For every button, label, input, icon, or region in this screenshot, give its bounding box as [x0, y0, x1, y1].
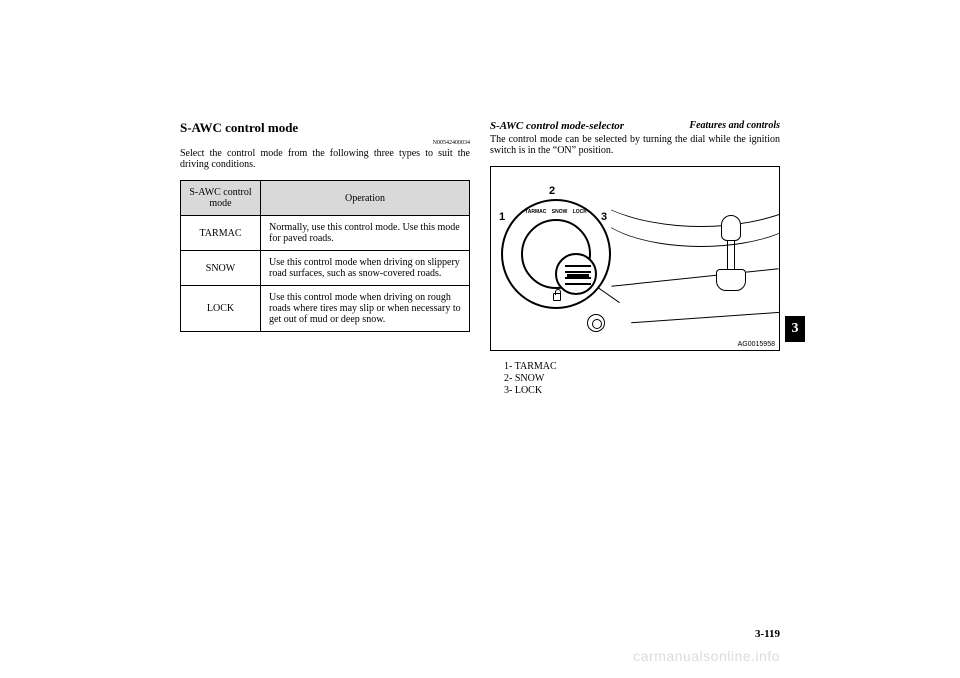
mode-cell: TARMAC [181, 216, 261, 251]
dial-label-snow: SNOW [550, 209, 570, 215]
watermark-text: carmanualsonline.info [633, 648, 780, 664]
gear-shifter-icon [721, 215, 741, 289]
selector-figure: 1 2 3 TARMAC SNOW LOCK AG [490, 166, 780, 351]
mode-cell: LOCK [181, 286, 261, 332]
callout-2: 2 [549, 185, 555, 197]
legend-item: 1- TARMAC [504, 361, 780, 372]
table-row: TARMAC Normally, use this control mode. … [181, 216, 470, 251]
legend-item: 2- SNOW [504, 373, 780, 384]
table-header-operation: Operation [261, 181, 470, 216]
operation-cell: Normally, use this control mode. Use thi… [261, 216, 470, 251]
dial-enlarged-icon: TARMAC SNOW LOCK [501, 199, 611, 309]
lock-icon [553, 293, 561, 301]
callout-3: 3 [601, 211, 607, 223]
operation-cell: Use this control mode when driving on sl… [261, 251, 470, 286]
dial-label-lock: LOCK [571, 209, 589, 215]
small-dial-icon [587, 314, 605, 332]
figure-legend: 1- TARMAC 2- SNOW 3- LOCK [490, 361, 780, 396]
right-heading: S-AWC control mode-selector [490, 120, 780, 132]
left-column: S-AWC control mode N00542400034 Select t… [180, 120, 470, 397]
mode-cell: SNOW [181, 251, 261, 286]
dial-inner-ring [521, 219, 591, 289]
right-intro-text: The control mode can be selected by turn… [490, 134, 780, 156]
page-number: 3-119 [755, 628, 780, 640]
right-column: S-AWC control mode-selector The control … [490, 120, 780, 397]
legend-item: 3- LOCK [504, 385, 780, 396]
chapter-thumb-tab: 3 [785, 316, 805, 342]
table-row: LOCK Use this control mode when driving … [181, 286, 470, 332]
dial-label-tarmac: TARMAC [523, 209, 548, 215]
table-header-row: S-AWC control mode Operation [181, 181, 470, 216]
left-heading: S-AWC control mode [180, 120, 470, 136]
console-illustration [611, 167, 779, 339]
manual-page: Features and controls S-AWC control mode… [0, 0, 960, 678]
callout-1: 1 [499, 211, 505, 223]
mode-table: S-AWC control mode Operation TARMAC Norm… [180, 180, 470, 332]
figure-id: AG0015958 [738, 341, 775, 348]
operation-cell: Use this control mode when driving on ro… [261, 286, 470, 332]
left-intro-text: Select the control mode from the followi… [180, 148, 470, 170]
document-id: N00542400034 [180, 140, 470, 146]
dial-grip-icon [555, 253, 597, 295]
table-row: SNOW Use this control mode when driving … [181, 251, 470, 286]
table-header-mode: S-AWC control mode [181, 181, 261, 216]
dial-mode-labels: TARMAC SNOW LOCK [503, 209, 609, 215]
two-column-content: S-AWC control mode N00542400034 Select t… [180, 120, 780, 397]
